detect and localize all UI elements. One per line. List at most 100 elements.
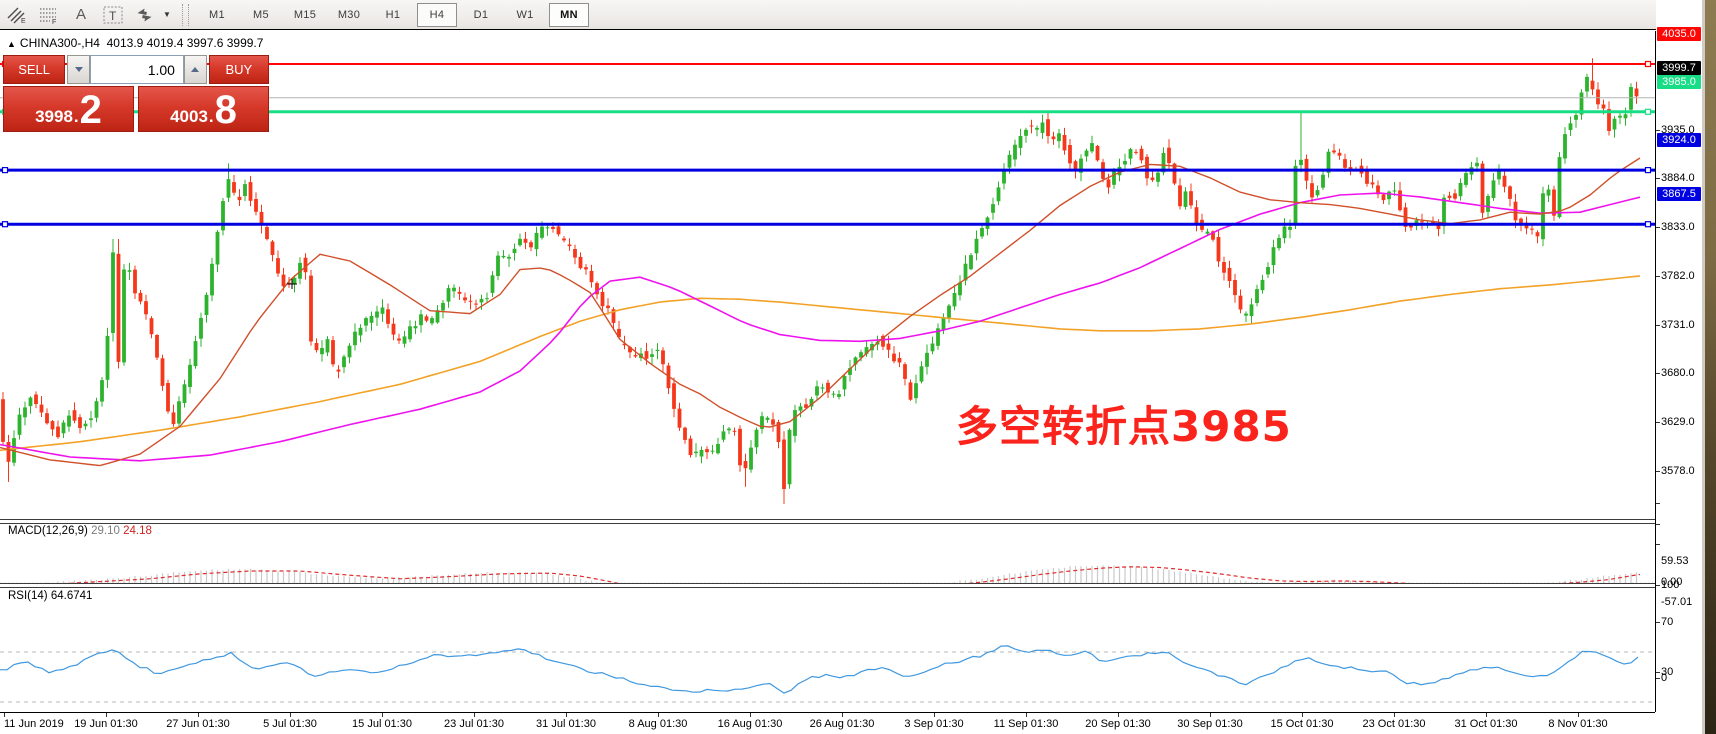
timeframe-button-m5[interactable]: M5 xyxy=(253,8,269,21)
axis-tick xyxy=(1656,422,1660,424)
time-axis-label: 11 Jun 2019 xyxy=(4,718,64,730)
macd-label: MACD(12,26,9) 29.10 24.18 xyxy=(8,525,152,537)
time-axis-label: 15 Oct 01:30 xyxy=(1270,718,1334,730)
timeframe-button-h1[interactable]: H1 xyxy=(385,8,401,21)
triangle-up-icon xyxy=(191,67,200,72)
line-handle[interactable] xyxy=(1,221,9,228)
price-axis-label: 0.00 xyxy=(1661,576,1683,588)
rsi-label: RSI(14) 64.6741 xyxy=(8,590,93,602)
price-axis-label: 59.53 xyxy=(1661,555,1689,567)
price-axis-label: 3833.0 xyxy=(1661,221,1695,234)
sell-button[interactable]: SELL xyxy=(3,55,66,84)
axis-tick xyxy=(1656,324,1660,326)
time-axis-tick xyxy=(1486,713,1487,717)
svg-text:T: T xyxy=(109,9,117,23)
price-level-badge-3924.0: 3924.0 xyxy=(1657,133,1701,148)
time-axis-tick xyxy=(1026,713,1027,717)
price-axis-label: 3884.0 xyxy=(1661,172,1695,185)
chart-window: ▲ CHINA300-,H4 4013.9 4019.4 3997.6 3999.… xyxy=(0,29,1702,734)
time-axis-label: 20 Sep 01:30 xyxy=(1085,718,1151,730)
sell-price-main: 3998 xyxy=(35,107,73,126)
timeframe-button-m15[interactable]: M15 xyxy=(293,8,317,21)
line-handle[interactable] xyxy=(1,167,9,174)
time-axis-tick xyxy=(290,713,291,717)
macd-pane[interactable] xyxy=(0,522,1655,583)
sell-price-display[interactable]: 3998. 2 xyxy=(3,86,134,132)
time-axis-tick xyxy=(750,713,751,717)
axis-tick xyxy=(1656,503,1660,504)
price-level-badge-3867.5: 3867.5 xyxy=(1657,187,1701,202)
time-axis-label: 31 Oct 01:30 xyxy=(1454,718,1518,730)
svg-text:F: F xyxy=(52,19,56,24)
svg-text:E: E xyxy=(21,18,26,24)
arrows-shapes-icon[interactable] xyxy=(130,3,160,27)
axis-tick xyxy=(1656,373,1660,375)
time-axis-label: 23 Jul 01:30 xyxy=(444,718,504,730)
price-axis-separator xyxy=(1655,31,1656,712)
time-axis-tick xyxy=(106,713,107,717)
timeframe-button-m1[interactable]: M1 xyxy=(209,8,225,21)
rsi-line xyxy=(0,645,1639,694)
time-axis-tick xyxy=(658,713,659,717)
chart-ohlc-values: 4013.9 4019.4 3997.6 3999.7 xyxy=(106,36,264,50)
dropdown-caret-icon[interactable]: ▼ xyxy=(163,10,171,19)
chart-symbol: CHINA300-,H4 xyxy=(19,36,100,50)
equidistant-channel-icon[interactable]: E xyxy=(2,3,32,27)
price-level-badge-3985.0: 3985.0 xyxy=(1657,74,1701,89)
volume-decrease-button[interactable] xyxy=(67,55,90,84)
pane-separator[interactable] xyxy=(0,583,1702,588)
fibonacci-lines-icon[interactable]: F xyxy=(34,3,64,27)
volume-increase-button[interactable] xyxy=(183,55,207,84)
price-level-badge-4035.0: 4035.0 xyxy=(1657,27,1701,41)
time-axis-label: 3 Sep 01:30 xyxy=(904,718,964,730)
line-handle[interactable] xyxy=(1644,167,1652,174)
collapse-arrow-icon[interactable]: ▲ xyxy=(7,39,16,49)
time-axis-label: 30 Sep 01:30 xyxy=(1177,718,1243,730)
chart-annotation-text[interactable]: 多空转折点3985 xyxy=(956,402,1292,451)
time-axis-tick xyxy=(4,713,5,717)
rsi-value: 64.6741 xyxy=(50,590,93,602)
price-axis-label: -57.01 xyxy=(1661,596,1693,609)
timeframe-button-w1[interactable]: W1 xyxy=(516,8,534,21)
price-axis-label: 70 xyxy=(1661,616,1674,628)
time-axis-tick xyxy=(934,713,935,717)
window-edge xyxy=(1702,0,1716,734)
time-axis-tick xyxy=(1118,713,1119,717)
pane-separator[interactable] xyxy=(0,519,1702,524)
price-axis-label: 3782.0 xyxy=(1661,269,1695,282)
line-handle[interactable] xyxy=(1644,60,1652,68)
timeframe-button-h4[interactable]: H4 xyxy=(417,2,457,27)
time-axis-label: 16 Aug 01:30 xyxy=(717,718,783,730)
price-axis[interactable]: 3935.0 3884.0 3833.0 3782.0 3731.0 3680.0 3629… xyxy=(1656,0,1702,705)
volume-input[interactable] xyxy=(89,55,184,84)
time-axis-tick xyxy=(842,713,843,717)
macd-main-value: 29.10 xyxy=(91,525,120,537)
time-axis-tick xyxy=(1394,713,1395,717)
timeframe-buttons: M1 M5 M15 M30 H1 H4 D1 W1 MN xyxy=(195,2,591,27)
timeframe-button-mn[interactable]: MN xyxy=(549,2,589,27)
line-handle[interactable] xyxy=(1644,108,1652,115)
text-label-icon[interactable]: T xyxy=(98,3,128,27)
timeframe-button-m30[interactable]: M30 xyxy=(337,8,361,21)
axis-tick xyxy=(1656,678,1660,679)
axis-tick xyxy=(1656,275,1660,277)
ma-slow-line xyxy=(0,275,1641,452)
price-axis-label: 30 xyxy=(1661,666,1674,678)
axis-tick xyxy=(1656,544,1660,546)
timeframe-button-d1[interactable]: D1 xyxy=(473,8,489,21)
price-axis-label: 0 xyxy=(1661,672,1668,684)
buy-price-display[interactable]: 4003. 8 xyxy=(138,86,269,132)
time-axis-tick xyxy=(198,713,199,717)
triangle-down-icon xyxy=(74,67,83,72)
time-axis[interactable]: 11 Jun 2019 19 Jun 01:30 27 Jun 01:30 5 Jul… xyxy=(0,712,1655,734)
toolbar-grip[interactable] xyxy=(182,3,189,26)
line-handle[interactable] xyxy=(1644,221,1652,228)
ma-mid-line xyxy=(0,192,1641,462)
buy-button[interactable]: BUY xyxy=(208,55,269,84)
time-axis-tick xyxy=(1302,713,1303,717)
text-tool-icon[interactable]: A xyxy=(75,6,86,23)
time-axis-label: 8 Aug 01:30 xyxy=(628,718,688,730)
time-axis-tick xyxy=(566,713,567,717)
rsi-pane[interactable] xyxy=(0,586,1655,712)
